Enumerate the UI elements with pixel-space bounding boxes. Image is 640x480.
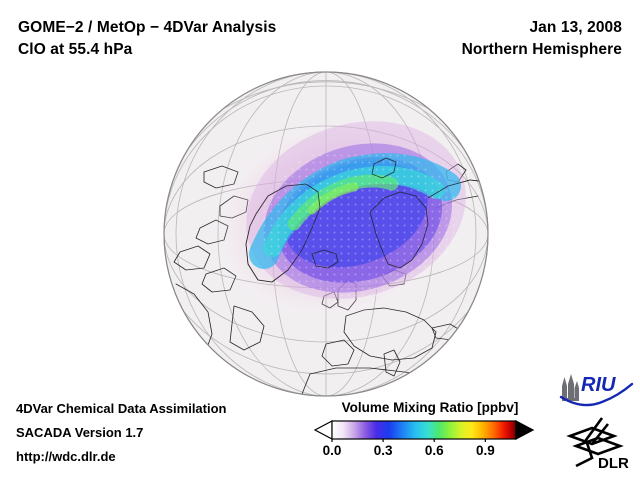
- colorbar-tick-label: 0.9: [475, 443, 495, 458]
- colorbar-tick-labels: 0.0 0.3 0.6 0.9: [312, 443, 536, 463]
- page-title: GOME−2 / MetOp − 4DVar Analysis: [18, 19, 277, 36]
- globe-map: [160, 68, 492, 400]
- footer-line-url: http://wdc.dlr.de: [16, 449, 116, 464]
- dlr-logo: DLR: [562, 414, 636, 472]
- footer-line-version: SACADA Version 1.7: [16, 425, 144, 440]
- clo-plume: [207, 111, 469, 325]
- colorbar: [312, 418, 536, 442]
- cathedral-spires-icon: [562, 374, 579, 401]
- dlr-wordmark: DLR: [598, 455, 629, 472]
- riu-wordmark: RIU: [581, 374, 616, 396]
- colorbar-tick-label: 0.6: [424, 443, 444, 458]
- footer-line-assimilation: 4DVar Chemical Data Assimilation: [16, 401, 227, 416]
- colorbar-cap-low: [313, 420, 333, 440]
- colorbar-gradient: [331, 420, 517, 440]
- hemisphere-label: Northern Hemisphere: [461, 41, 622, 58]
- colorbar-title: Volume Mixing Ratio [ppbv]: [341, 400, 519, 415]
- colorbar-tick-label: 0.3: [373, 443, 393, 458]
- riu-logo: RIU: [556, 370, 636, 410]
- date-label: Jan 13, 2008: [529, 19, 622, 36]
- page-subtitle: ClO at 55.4 hPa: [18, 41, 133, 58]
- dlr-emblem-icon: [566, 417, 624, 468]
- colorbar-cap-high: [515, 420, 535, 440]
- colorbar-tick-label: 0.0: [322, 443, 342, 458]
- riu-swoosh: [559, 382, 634, 407]
